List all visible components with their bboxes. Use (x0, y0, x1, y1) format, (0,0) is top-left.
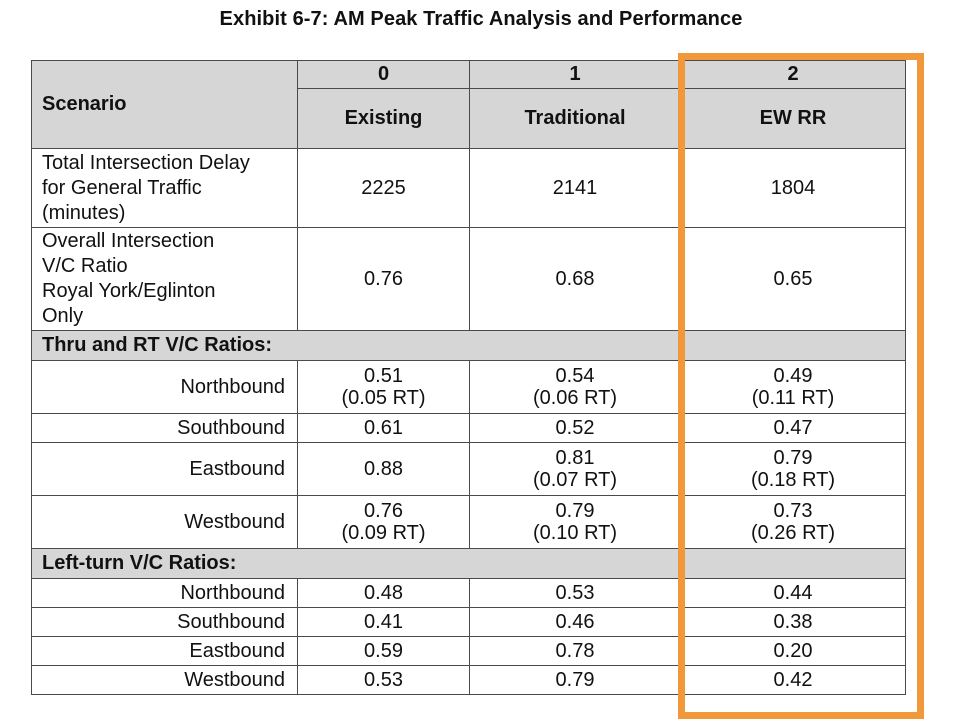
label-line: for General Traffic (42, 176, 202, 199)
value-cell: 0.88 (297, 442, 470, 496)
direction-label: Eastbound (31, 636, 298, 666)
overall-vc-label: Overall Intersection V/C Ratio Royal Yor… (31, 227, 298, 331)
label-line: V/C Ratio (42, 255, 128, 277)
label-line: Royal York/Eglinton (42, 280, 216, 302)
column-number-2: 2 (680, 60, 906, 89)
value-line: (0.07 RT) (532, 469, 618, 491)
scenario-header: Scenario (31, 60, 298, 149)
value-cell: 0.38 (680, 607, 906, 637)
value-cell: 0.65 (680, 227, 906, 331)
value-cell: 0.54 (0.06 RT) (469, 360, 681, 414)
section-title-left-turn: Left-turn V/C Ratios: (31, 548, 906, 579)
value-line: (0.10 RT) (532, 522, 618, 544)
value-cell: 0.53 (469, 578, 681, 608)
section-title-thru-rt: Thru and RT V/C Ratios: (31, 330, 906, 361)
value-cell: 0.20 (680, 636, 906, 666)
value-line: (0.11 RT) (751, 387, 835, 409)
value-cell: 0.52 (469, 413, 681, 443)
value-line: 0.76 (364, 500, 403, 522)
value-cell: 0.51 (0.05 RT) (297, 360, 470, 414)
total-delay-row: Total Intersection Delay for General Tra… (31, 148, 906, 228)
value-line: 0.49 (773, 365, 813, 387)
label-line: Overall Intersection (42, 230, 215, 252)
column-name-ew-rr: EW RR (680, 88, 906, 149)
value-cell: 0.79 (0.18 RT) (680, 442, 906, 496)
value-cell: 2225 (297, 148, 470, 228)
label-line: Only (42, 305, 84, 327)
value-cell: 0.68 (469, 227, 681, 331)
value-cell: 1804 (680, 148, 906, 228)
column-name-existing: Existing (297, 88, 470, 149)
value-cell: 0.76 (0.09 RT) (297, 495, 470, 549)
table-row: Eastbound 0.59 0.78 0.20 (31, 636, 906, 666)
column-number-1: 1 (469, 60, 681, 89)
value-cell: 0.44 (680, 578, 906, 608)
direction-label: Northbound (31, 360, 298, 414)
value-cell: 0.49 (0.11 RT) (680, 360, 906, 414)
direction-label: Westbound (31, 495, 298, 549)
table-row: Southbound 0.41 0.46 0.38 (31, 607, 906, 637)
value-cell: 0.78 (469, 636, 681, 666)
section-row: Left-turn V/C Ratios: (31, 548, 906, 579)
direction-label: Eastbound (31, 442, 298, 496)
value-cell: 0.73 (0.26 RT) (680, 495, 906, 549)
header-number-row: Scenario 0 1 2 (31, 60, 906, 149)
direction-label: Northbound (31, 578, 298, 608)
value-line: 0.73 (773, 500, 813, 522)
label-line: (minutes) (42, 201, 126, 224)
value-line: 0.79 (773, 447, 813, 469)
value-cell: 0.81 (0.07 RT) (469, 442, 681, 496)
value-cell: 0.79 (0.10 RT) (469, 495, 681, 549)
value-line: 0.81 (555, 447, 595, 469)
direction-label: Southbound (31, 607, 298, 637)
value-line: (0.05 RT) (341, 387, 426, 409)
value-cell: 0.41 (297, 607, 470, 637)
value-line: (0.18 RT) (750, 469, 836, 491)
value-cell: 0.42 (680, 665, 906, 695)
value-cell: 0.48 (297, 578, 470, 608)
total-delay-label: Total Intersection Delay for General Tra… (31, 148, 298, 228)
value-line: 0.79 (555, 500, 595, 522)
value-line: (0.26 RT) (750, 522, 836, 544)
direction-label: Southbound (31, 413, 298, 443)
traffic-analysis-table: Scenario 0 1 2 Existing Traditional EW R… (31, 60, 906, 695)
value-line: 0.54 (555, 365, 595, 387)
value-line: 0.51 (364, 365, 403, 387)
exhibit-title: Exhibit 6-7: AM Peak Traffic Analysis an… (219, 8, 743, 30)
value-cell: 0.79 (469, 665, 681, 695)
value-line: (0.09 RT) (341, 522, 426, 544)
direction-label: Westbound (31, 665, 298, 695)
value-cell: 0.59 (297, 636, 470, 666)
table-row: Southbound 0.61 0.52 0.47 (31, 413, 906, 443)
value-cell: 0.46 (469, 607, 681, 637)
overall-vc-row: Overall Intersection V/C Ratio Royal Yor… (31, 227, 906, 331)
value-cell: 2141 (469, 148, 681, 228)
table-row: Northbound 0.51 (0.05 RT) 0.54 (0.06 RT) 0… (31, 360, 906, 414)
table-row: Westbound 0.76 (0.09 RT) 0.79 (0.10 RT) 0.… (31, 495, 906, 549)
table-row: Westbound 0.53 0.79 0.42 (31, 665, 906, 695)
value-cell: 0.53 (297, 665, 470, 695)
column-name-traditional: Traditional (469, 88, 681, 149)
value-line: (0.06 RT) (532, 387, 618, 409)
table-row: Northbound 0.48 0.53 0.44 (31, 578, 906, 608)
column-number-0: 0 (297, 60, 470, 89)
label-line: Total Intersection Delay (42, 151, 250, 174)
section-row: Thru and RT V/C Ratios: (31, 330, 906, 361)
value-cell: 0.61 (297, 413, 470, 443)
value-cell: 0.76 (297, 227, 470, 331)
table-row: Eastbound 0.88 0.81 (0.07 RT) 0.79 (0.18 R… (31, 442, 906, 496)
value-cell: 0.47 (680, 413, 906, 443)
